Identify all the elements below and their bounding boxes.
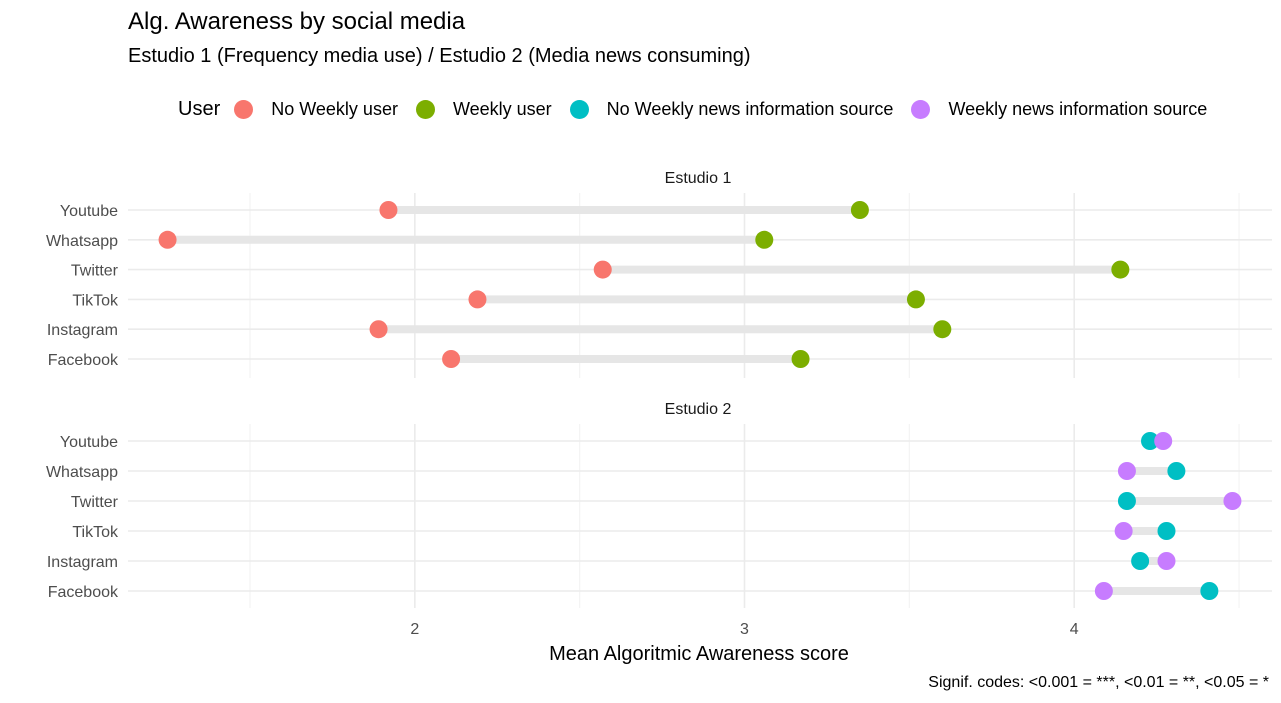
legend-label-weekly-user: Weekly user bbox=[452, 98, 552, 119]
category-label-tiktok: TikTok bbox=[72, 524, 119, 541]
x-tick-label: 2 bbox=[410, 621, 419, 638]
point-weekly-user-instagram bbox=[933, 320, 952, 339]
point-weekly-news-information-source-instagram bbox=[1157, 552, 1176, 570]
category-label-twitter: Twitter bbox=[71, 494, 119, 511]
point-no-weekly-user-instagram bbox=[369, 320, 388, 339]
legend-item-no-weekly-user: No Weekly user bbox=[234, 99, 398, 120]
legend-key-no-weekly-news bbox=[569, 99, 589, 119]
point-weekly-user-whatsapp bbox=[755, 230, 774, 249]
x-axis-label: Mean Algoritmic Awareness score bbox=[549, 643, 849, 665]
point-weekly-news-information-source-tiktok bbox=[1114, 522, 1133, 540]
legend-label-no-weekly-user: No Weekly user bbox=[271, 98, 398, 119]
point-weekly-user-facebook bbox=[791, 350, 810, 368]
point-no-weekly-news-information-source-whatsapp bbox=[1167, 462, 1186, 480]
legend-title: User bbox=[178, 97, 221, 120]
point-weekly-news-information-source-youtube bbox=[1154, 432, 1173, 450]
x-tick-label: 3 bbox=[740, 621, 749, 638]
category-label-youtube: Youtube bbox=[60, 434, 118, 451]
category-label-instagram: Instagram bbox=[47, 322, 118, 339]
category-label-tiktok: TikTok bbox=[72, 292, 119, 309]
chart-subtitle: Estudio 1 (Frequency media use) / Estudi… bbox=[128, 45, 751, 67]
panel-estudio-2: Estudio 2 Youtube Whatsapp Twitter TikTok Ins… bbox=[46, 401, 1272, 608]
category-label-twitter: Twitter bbox=[71, 263, 119, 280]
chart-title: Alg. Awareness by social media bbox=[128, 8, 466, 35]
panel-estudio-1: Estudio 1 Youtube Whatsapp Twitter TikTok Ins… bbox=[46, 170, 1272, 378]
significance-caption: Signif. codes: <0.001 = ***, <0.01 = **,… bbox=[928, 674, 1269, 691]
legend-key-weekly-news bbox=[911, 99, 931, 119]
point-weekly-user-twitter bbox=[1111, 260, 1130, 279]
legend-key-no-weekly-user bbox=[234, 99, 254, 119]
legend: User No Weekly user Weekly user No Weekl… bbox=[178, 96, 1225, 122]
category-label-whatsapp: Whatsapp bbox=[46, 233, 118, 250]
point-weekly-news-information-source-facebook bbox=[1094, 582, 1113, 600]
point-no-weekly-user-tiktok bbox=[468, 290, 487, 309]
x-tick-label: 4 bbox=[1070, 621, 1079, 638]
panel-strip-label: Estudio 1 bbox=[665, 170, 732, 187]
point-no-weekly-user-facebook bbox=[442, 350, 461, 368]
point-no-weekly-news-information-source-facebook bbox=[1200, 582, 1219, 600]
point-no-weekly-news-information-source-youtube bbox=[1141, 432, 1160, 450]
point-no-weekly-news-information-source-twitter bbox=[1117, 492, 1136, 510]
point-weekly-user-tiktok bbox=[906, 290, 925, 309]
category-label-instagram: Instagram bbox=[47, 554, 118, 571]
point-weekly-user-youtube bbox=[850, 201, 869, 219]
point-weekly-news-information-source-twitter bbox=[1223, 492, 1242, 510]
category-label-whatsapp: Whatsapp bbox=[46, 464, 118, 481]
legend-key-weekly-user bbox=[415, 99, 435, 119]
point-no-weekly-user-twitter bbox=[593, 260, 612, 279]
point-no-weekly-news-information-source-tiktok bbox=[1157, 522, 1176, 540]
point-no-weekly-news-information-source-instagram bbox=[1131, 552, 1150, 570]
point-no-weekly-user-whatsapp bbox=[158, 230, 177, 249]
legend-label-weekly-news: Weekly news information source bbox=[948, 98, 1208, 119]
legend-item-weekly-user: Weekly user bbox=[415, 98, 552, 120]
category-label-facebook: Facebook bbox=[48, 584, 119, 601]
legend-item-weekly-news: Weekly news information source bbox=[911, 99, 1207, 120]
category-label-facebook: Facebook bbox=[48, 352, 119, 369]
point-weekly-news-information-source-whatsapp bbox=[1117, 462, 1136, 480]
panel-strip-label: Estudio 2 bbox=[665, 401, 732, 418]
legend-item-no-weekly-news: No Weekly news information source bbox=[569, 98, 894, 120]
category-label-youtube: Youtube bbox=[60, 203, 118, 220]
point-no-weekly-user-youtube bbox=[379, 201, 398, 219]
legend-label-no-weekly-news: No Weekly news information source bbox=[606, 98, 894, 119]
